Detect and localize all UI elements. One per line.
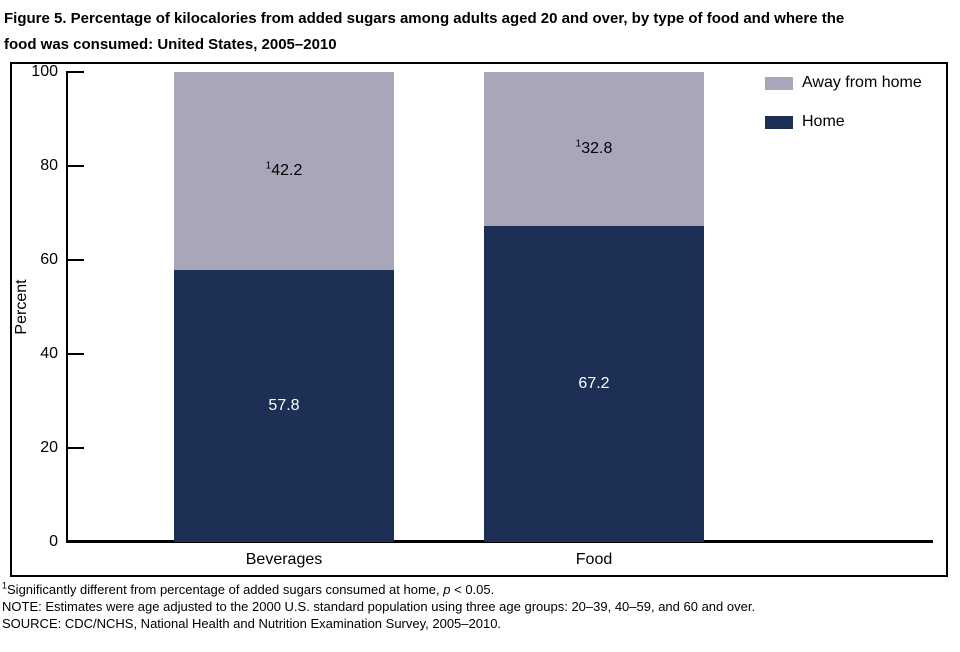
y-tick-label-60: 60 (40, 251, 58, 268)
legend: Away from home Home (765, 74, 922, 152)
footnote-significance-tail: < 0.05. (450, 582, 495, 597)
footnote-significance: 1Significantly different from percentage… (2, 581, 952, 598)
bar-food-away-segment: 132.8 (484, 72, 704, 227)
y-tick-label-40: 40 (40, 345, 58, 362)
figure-title-line1: Figure 5. Percentage of kilocalories fro… (4, 10, 845, 27)
bar-food-home-segment: 67.2 (484, 226, 704, 542)
bar-beverages-home-segment: 57.8 (174, 270, 394, 542)
bar-beverages-away-segment: 142.2 (174, 72, 394, 271)
footnote-source: SOURCE: CDC/NCHS, National Health and Nu… (2, 616, 502, 631)
legend-label-away: Away from home (802, 74, 922, 91)
footnote-significance-p: p (443, 582, 451, 597)
footnote-significance-text: Significantly different from percentage … (7, 582, 444, 597)
legend-item-away-from-home: Away from home (765, 74, 922, 92)
value-label-beverages-home: 57.8 (268, 397, 299, 415)
value-label-food-away: 132.8 (575, 138, 613, 158)
category-label-food: Food (575, 551, 613, 568)
y-tick-label-100: 100 (31, 63, 58, 80)
y-tick-20 (66, 447, 84, 449)
legend-label-home: Home (802, 113, 845, 130)
bar-food: 132.8 67.2 (484, 72, 704, 542)
legend-item-home: Home (765, 113, 922, 131)
value-beverages-away: 42.2 (271, 162, 303, 180)
footnotes: 1Significantly different from percentage… (2, 581, 952, 632)
category-label-beverages: Beverages (245, 551, 323, 568)
y-tick-label-0: 0 (49, 533, 58, 550)
y-axis-title: Percent (13, 279, 30, 335)
y-tick-80 (66, 165, 84, 167)
y-axis-line (66, 72, 68, 542)
value-label-food-home: 67.2 (578, 375, 609, 393)
y-tick-40 (66, 353, 84, 355)
value-label-beverages-away: 142.2 (265, 160, 303, 180)
legend-swatch-home-icon (765, 115, 793, 129)
legend-swatch-away-icon (765, 76, 793, 90)
footnote-significance-sup: 1 (2, 580, 8, 591)
bar-beverages: 142.2 57.8 (174, 72, 394, 542)
footnote-marker: 1 (265, 160, 272, 172)
y-tick-label-80: 80 (40, 157, 58, 174)
figure-title-line2: food was consumed: United States, 2005–2… (4, 36, 337, 53)
y-tick-label-20: 20 (40, 439, 58, 456)
value-food-home: 67.2 (578, 375, 610, 393)
figure-title: Figure 5. Percentage of kilocalories fro… (4, 6, 954, 58)
footnote-marker: 1 (575, 138, 582, 150)
value-beverages-home: 57.8 (268, 397, 300, 415)
chart-area: 0 20 40 60 80 100 Percent 142.2 57.8 132.8 67… (10, 62, 948, 577)
y-tick-100 (66, 71, 84, 73)
value-food-away: 32.8 (581, 140, 613, 158)
footnote-note: NOTE: Estimates were age adjusted to the… (2, 599, 756, 614)
y-tick-60 (66, 259, 84, 261)
